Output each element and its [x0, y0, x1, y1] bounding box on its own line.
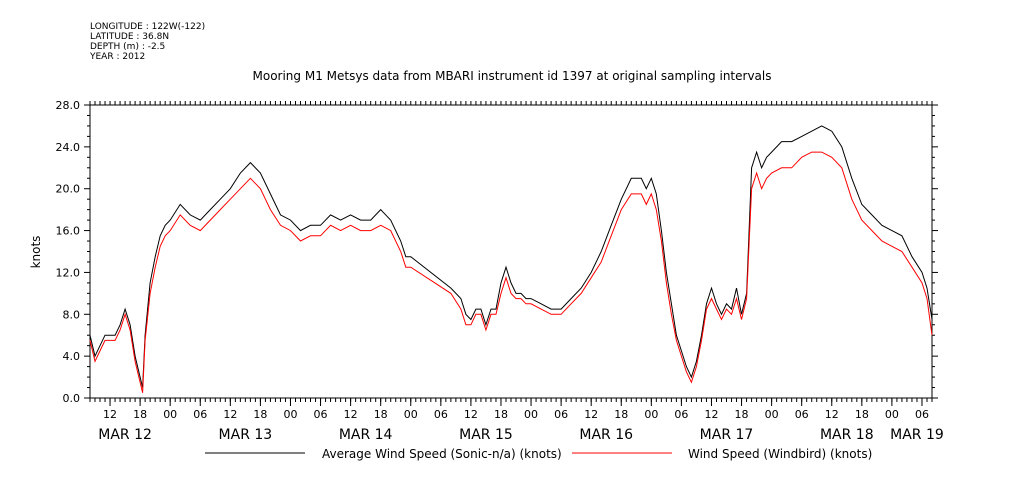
x-tick-label: 00 [163, 408, 177, 421]
y-axis: 0.0 4.0 8.0 12.0 16.0 20.0 24.0 28.0 [56, 99, 938, 405]
x-day-label: MAR 16 [579, 427, 633, 443]
x-tick-label: 00 [765, 408, 779, 421]
x-tick-label: 06 [193, 408, 207, 421]
meta-longitude: LONGITUDE : 122W(-122) [90, 22, 205, 32]
x-tick-label: 06 [434, 408, 448, 421]
x-tick-label: 06 [915, 408, 929, 421]
x-tick-label: 18 [253, 408, 267, 421]
y-tick-label: 0.0 [63, 392, 81, 405]
meta-depth: DEPTH (m) : -2.5 [90, 42, 165, 52]
y-axis-label: knots [29, 236, 43, 269]
x-tick-label: 06 [795, 408, 809, 421]
y-tick-label: 24.0 [56, 141, 81, 154]
y-tick-label: 12.0 [56, 266, 81, 279]
x-day-label: MAR 12 [98, 427, 152, 443]
x-tick-label: 06 [554, 408, 568, 421]
x-tick-label: 18 [614, 408, 628, 421]
x-tick-label: 00 [644, 408, 658, 421]
x-day-label: MAR 17 [700, 427, 754, 443]
minor-ticks [89, 101, 933, 402]
y-tick-label: 16.0 [56, 225, 81, 238]
x-tick-label: 00 [885, 408, 899, 421]
x-day-label: MAR 13 [219, 427, 273, 443]
y-tick-label: 4.0 [63, 350, 81, 363]
y-tick-label: 20.0 [56, 183, 81, 196]
x-day-label: MAR 14 [339, 427, 393, 443]
legend: Average Wind Speed (Sonic-n/a) (knots) W… [205, 447, 872, 461]
series-line-0 [89, 125, 933, 388]
x-tick-label: 12 [825, 408, 839, 421]
meta-year: YEAR : 2012 [89, 52, 145, 62]
x-day-label: MAR 19 [890, 427, 944, 443]
y-tick-label: 8.0 [63, 308, 81, 321]
x-tick-label: 12 [344, 408, 358, 421]
x-tick-label: 18 [494, 408, 508, 421]
x-tick-label: 12 [103, 408, 117, 421]
y-tick-label: 28.0 [56, 99, 81, 112]
x-axis: 12 18 00 06 12 18 00 06 12 18 00 06 12 18 00 06 12 18 00 06… [98, 398, 944, 443]
x-tick-label: 18 [855, 408, 869, 421]
x-tick-label: 12 [704, 408, 718, 421]
legend-label-sonic: Average Wind Speed (Sonic-n/a) (knots) [322, 447, 562, 461]
x-tick-label: 12 [584, 408, 598, 421]
series-line-1 [89, 151, 933, 393]
x-day-label: MAR 15 [459, 427, 513, 443]
x-tick-label: 18 [133, 408, 147, 421]
x-tick-label: 06 [314, 408, 328, 421]
chart-title: Mooring M1 Metsys data from MBARI instru… [253, 69, 772, 83]
plot-frame [89, 104, 933, 399]
meta-latitude: LATITUDE : 36.8N [90, 32, 169, 42]
legend-label-windbird: Wind Speed (Windbird) (knots) [688, 447, 872, 461]
x-tick-label: 18 [374, 408, 388, 421]
x-tick-label: 00 [283, 408, 297, 421]
series-layer [89, 125, 933, 393]
x-tick-label: 00 [404, 408, 418, 421]
x-tick-label: 06 [674, 408, 688, 421]
x-tick-label: 12 [223, 408, 237, 421]
x-tick-label: 12 [464, 408, 478, 421]
x-day-label: MAR 18 [820, 427, 874, 443]
x-tick-label: 00 [524, 408, 538, 421]
x-tick-label: 18 [735, 408, 749, 421]
